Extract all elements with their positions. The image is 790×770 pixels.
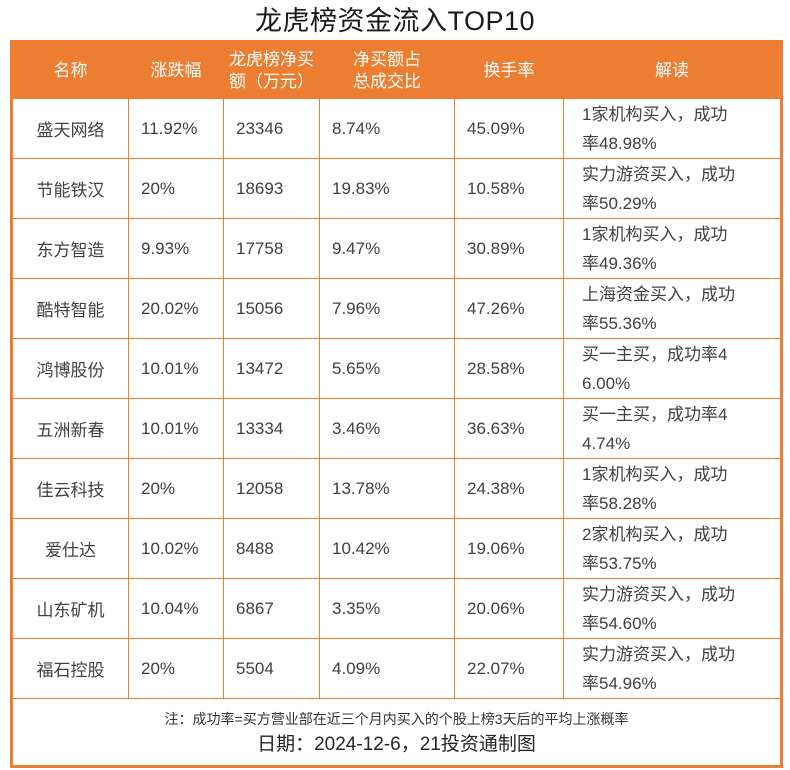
note-text: 上海资金买入，成功率55.36% bbox=[582, 284, 735, 333]
cell-change: 9.93% bbox=[128, 218, 224, 279]
cell-change: 11.92% bbox=[128, 98, 224, 159]
footer-cell: 注：成功率=买方营业部在近三个月内买入的个股上榜3天后的平均上涨概率 日期：20… bbox=[11, 698, 782, 767]
cell-ratio: 3.35% bbox=[319, 578, 455, 639]
top10-table: 名称 涨跌幅 龙虎榜净买 额（万元） 净买额占 总成交比 换手率 解读 盛天网络 11.92… bbox=[10, 40, 783, 768]
table-row: 五洲新春 10.01% 13334 3.46% 36.63% 买一主买，成功率44.74% bbox=[11, 398, 782, 459]
cell-note: 买一主买，成功率46.00% bbox=[563, 338, 782, 399]
cell-note: 1家机构买入，成功率48.98% bbox=[563, 98, 782, 159]
cell-net_buy: 13334 bbox=[223, 398, 320, 459]
footer-row: 注：成功率=买方营业部在近三个月内买入的个股上榜3天后的平均上涨概率 日期：20… bbox=[11, 698, 782, 767]
table-row: 东方智造 9.93% 17758 9.47% 30.89% 1家机构买入，成功率49.36… bbox=[11, 218, 782, 279]
table-row: 山东矿机 10.04% 6867 3.35% 20.06% 实力游资买入，成功率54.60… bbox=[11, 578, 782, 639]
note-text: 2家机构买入，成功率53.75% bbox=[582, 524, 728, 573]
cell-name: 福石控股 bbox=[11, 638, 129, 699]
cell-net_buy: 15056 bbox=[223, 278, 320, 339]
cell-note: 2家机构买入，成功率53.75% bbox=[563, 518, 782, 579]
cell-net_buy: 12058 bbox=[223, 458, 320, 519]
cell-note: 买一主买，成功率44.74% bbox=[563, 398, 782, 459]
cell-net_buy: 8488 bbox=[223, 518, 320, 579]
cell-ratio: 7.96% bbox=[319, 278, 455, 339]
note-text: 1家机构买入，成功率58.28% bbox=[582, 464, 728, 513]
cell-net_buy: 17758 bbox=[223, 218, 320, 279]
cell-ratio: 4.09% bbox=[319, 638, 455, 699]
table-row: 酷特智能 20.02% 15056 7.96% 47.26% 上海资金买入，成功率55.3… bbox=[11, 278, 782, 339]
cell-note: 实力游资买入，成功率54.96% bbox=[563, 638, 782, 699]
cell-name: 五洲新春 bbox=[11, 398, 129, 459]
table-row: 节能铁汉 20% 18693 19.83% 10.58% 实力游资买入，成功率50.29% bbox=[11, 158, 782, 219]
cell-note: 实力游资买入，成功率54.60% bbox=[563, 578, 782, 639]
cell-name: 盛天网络 bbox=[11, 98, 129, 159]
cell-turnover: 19.06% bbox=[454, 518, 564, 579]
cell-ratio: 5.65% bbox=[319, 338, 455, 399]
cell-net_buy: 18693 bbox=[223, 158, 320, 219]
date-source-text: 日期：2024-12-6，21投资通制图 bbox=[257, 733, 536, 755]
cell-note: 上海资金买入，成功率55.36% bbox=[563, 278, 782, 339]
cell-turnover: 28.58% bbox=[454, 338, 564, 399]
cell-note: 实力游资买入，成功率50.29% bbox=[563, 158, 782, 219]
note-text: 买一主买，成功率44.74% bbox=[582, 404, 728, 453]
cell-net_buy: 5504 bbox=[223, 638, 320, 699]
cell-ratio: 19.83% bbox=[319, 158, 455, 219]
column-header: 换手率 bbox=[454, 41, 564, 99]
cell-name: 酷特智能 bbox=[11, 278, 129, 339]
note-text: 买一主买，成功率46.00% bbox=[582, 344, 728, 393]
header-row: 名称 涨跌幅 龙虎榜净买 额（万元） 净买额占 总成交比 换手率 解读 bbox=[11, 41, 782, 99]
cell-change: 10.04% bbox=[128, 578, 224, 639]
cell-change: 20.02% bbox=[128, 278, 224, 339]
table-footer: 注：成功率=买方营业部在近三个月内买入的个股上榜3天后的平均上涨概率 日期：20… bbox=[11, 698, 782, 767]
cell-name: 山东矿机 bbox=[11, 578, 129, 639]
cell-change: 10.02% bbox=[128, 518, 224, 579]
cell-name: 鸿博股份 bbox=[11, 338, 129, 399]
note-text: 实力游资买入，成功率50.29% bbox=[582, 164, 735, 213]
cell-turnover: 22.07% bbox=[454, 638, 564, 699]
column-header: 龙虎榜净买 额（万元） bbox=[223, 41, 320, 99]
cell-net_buy: 6867 bbox=[223, 578, 320, 639]
cell-name: 佳云科技 bbox=[11, 458, 129, 519]
cell-change: 10.01% bbox=[128, 398, 224, 459]
table-row: 佳云科技 20% 12058 13.78% 24.38% 1家机构买入，成功率58.28% bbox=[11, 458, 782, 519]
note-text: 实力游资买入，成功率54.96% bbox=[582, 644, 735, 693]
note-text: 1家机构买入，成功率49.36% bbox=[582, 224, 728, 273]
table-row: 盛天网络 11.92% 23346 8.74% 45.09% 1家机构买入，成功率48.9… bbox=[11, 98, 782, 159]
cell-change: 20% bbox=[128, 638, 224, 699]
cell-turnover: 10.58% bbox=[454, 158, 564, 219]
column-header: 解读 bbox=[563, 41, 782, 99]
table-row: 鸿博股份 10.01% 13472 5.65% 28.58% 买一主买，成功率46.00% bbox=[11, 338, 782, 399]
cell-ratio: 8.74% bbox=[319, 98, 455, 159]
note-text: 1家机构买入，成功率48.98% bbox=[582, 104, 728, 153]
column-header: 净买额占 总成交比 bbox=[319, 41, 455, 99]
cell-ratio: 3.46% bbox=[319, 398, 455, 459]
column-header: 涨跌幅 bbox=[128, 41, 224, 99]
cell-ratio: 9.47% bbox=[319, 218, 455, 279]
cell-turnover: 20.06% bbox=[454, 578, 564, 639]
cell-change: 20% bbox=[128, 458, 224, 519]
cell-net_buy: 23346 bbox=[223, 98, 320, 159]
cell-turnover: 45.09% bbox=[454, 98, 564, 159]
cell-change: 20% bbox=[128, 158, 224, 219]
table-row: 福石控股 20% 5504 4.09% 22.07% 实力游资买入，成功率54.96% bbox=[11, 638, 782, 699]
table-body: 盛天网络 11.92% 23346 8.74% 45.09% 1家机构买入，成功率48.9… bbox=[11, 98, 782, 699]
table-header: 名称 涨跌幅 龙虎榜净买 额（万元） 净买额占 总成交比 换手率 解读 bbox=[11, 41, 782, 99]
cell-turnover: 47.26% bbox=[454, 278, 564, 339]
cell-change: 10.01% bbox=[128, 338, 224, 399]
cell-note: 1家机构买入，成功率49.36% bbox=[563, 218, 782, 279]
table-row: 爱仕达 10.02% 8488 10.42% 19.06% 2家机构买入，成功率53.75… bbox=[11, 518, 782, 579]
cell-ratio: 10.42% bbox=[319, 518, 455, 579]
cell-name: 东方智造 bbox=[11, 218, 129, 279]
cell-net_buy: 13472 bbox=[223, 338, 320, 399]
cell-turnover: 30.89% bbox=[454, 218, 564, 279]
cell-turnover: 36.63% bbox=[454, 398, 564, 459]
page-title: 龙虎榜资金流入TOP10 bbox=[254, 6, 536, 36]
note-text: 实力游资买入，成功率54.60% bbox=[582, 584, 735, 633]
footnote-text: 注：成功率=买方营业部在近三个月内买入的个股上榜3天后的平均上涨概率 bbox=[164, 710, 629, 727]
cell-note: 1家机构买入，成功率58.28% bbox=[563, 458, 782, 519]
cell-name: 爱仕达 bbox=[11, 518, 129, 579]
cell-turnover: 24.38% bbox=[454, 458, 564, 519]
cell-ratio: 13.78% bbox=[319, 458, 455, 519]
column-header: 名称 bbox=[11, 41, 129, 99]
cell-name: 节能铁汉 bbox=[11, 158, 129, 219]
